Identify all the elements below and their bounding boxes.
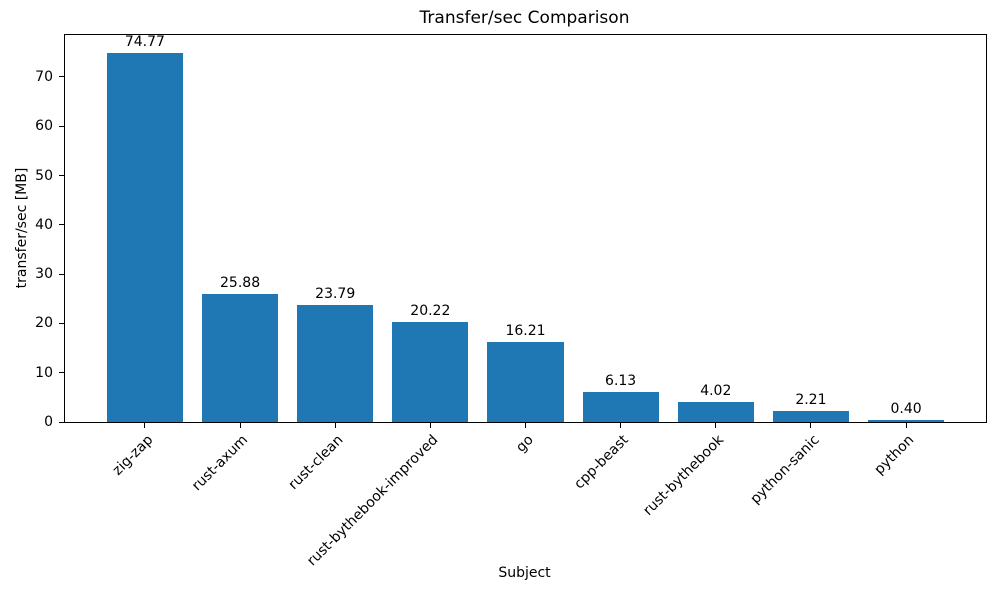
y-axis-tick-label: 0	[44, 414, 53, 430]
x-axis-tick	[334, 423, 336, 428]
bar	[582, 391, 659, 422]
x-axis-tick	[905, 423, 907, 428]
x-axis-label: Subject	[498, 565, 551, 581]
bar	[106, 53, 183, 422]
y-axis-tick	[59, 175, 64, 176]
x-axis-tick	[525, 423, 526, 428]
x-axis-tick	[429, 423, 431, 428]
x-axis-tick	[239, 423, 241, 428]
x-axis-tick	[715, 423, 717, 428]
bar-value-label: 6.13	[605, 372, 637, 389]
bar-value-label: 25.88	[220, 275, 261, 292]
y-axis-tick-label: 20	[35, 315, 53, 332]
y-axis-tick-label: 40	[35, 216, 53, 233]
y-axis-tick	[59, 372, 64, 374]
y-axis-tick	[59, 224, 64, 226]
x-axis-tick-label: rust-axum	[189, 432, 252, 495]
y-axis-tick-label: 10	[35, 364, 53, 381]
bar-value-label: 4.02	[700, 383, 732, 400]
y-axis-label: transfer/sec [MB]	[14, 167, 30, 289]
x-axis-tick-label: cpp-beast	[571, 432, 632, 493]
y-axis-tick	[59, 273, 64, 275]
bar	[487, 342, 564, 422]
bar-value-label: 16.21	[505, 323, 546, 340]
y-axis-tick	[59, 76, 64, 78]
y-axis-tick-label: 70	[35, 68, 53, 85]
bar-value-label: 74.77	[124, 34, 165, 51]
x-axis-tick-label: rust-bythebook	[640, 432, 728, 519]
x-axis-tick	[810, 423, 812, 428]
y-axis-tick-label: 60	[35, 118, 53, 135]
bar	[868, 420, 945, 422]
bar-value-label: 20.22	[410, 303, 451, 320]
y-axis-tick	[59, 421, 64, 423]
bar	[772, 411, 849, 422]
bar	[297, 304, 374, 422]
x-axis-tick	[620, 423, 622, 428]
bar-value-label: 2.21	[795, 392, 827, 409]
x-axis-tick-label: rust-clean	[285, 432, 347, 493]
bar	[677, 402, 754, 422]
x-axis-tick-label: python	[871, 432, 918, 478]
chart-title: Transfer/sec Comparison	[419, 8, 630, 28]
y-axis-tick	[59, 322, 64, 324]
x-axis-tick-label: zig-zap	[109, 432, 157, 479]
bar-value-label: 23.79	[315, 285, 356, 302]
x-axis-tick-label: python-sanic	[747, 432, 823, 508]
bar-value-label: 0.40	[890, 401, 922, 418]
x-axis-tick	[144, 423, 146, 428]
bar	[202, 294, 279, 422]
plot-area: 0 10 20 30 40 50 60 70 74.77 zig-zap 25.88 rust-axu…	[35, 34, 987, 569]
x-axis-tick-label: go	[513, 432, 537, 456]
y-axis-tick-label: 50	[35, 167, 53, 184]
y-axis-tick	[59, 125, 64, 127]
bar	[392, 322, 469, 422]
y-axis-tick-label: 30	[35, 266, 53, 283]
